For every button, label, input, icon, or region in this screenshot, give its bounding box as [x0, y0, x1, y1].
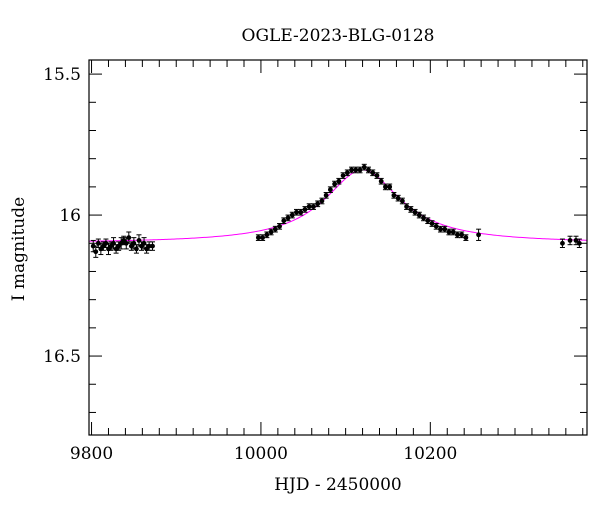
- data-point: [93, 249, 99, 255]
- x-axis-label: HJD - 2450000: [274, 475, 402, 495]
- data-point: [336, 178, 342, 184]
- data-point: [404, 204, 410, 210]
- data-point: [281, 218, 287, 224]
- data-point: [277, 223, 282, 229]
- data-point: [134, 246, 139, 252]
- y-axis-label: I magnitude: [9, 197, 29, 301]
- data-point: [387, 184, 393, 190]
- data-point: [416, 212, 422, 218]
- data-point: [476, 232, 481, 238]
- data-point: [560, 240, 565, 246]
- data-point: [438, 226, 443, 232]
- data-point: [459, 232, 465, 238]
- data-point: [442, 226, 448, 232]
- data-point: [421, 215, 426, 221]
- y-tick-label: 16.5: [43, 347, 81, 367]
- data-point: [103, 240, 109, 246]
- y-tick-label: 16: [59, 206, 81, 226]
- data-point: [294, 209, 299, 215]
- axis-ticks: [89, 60, 587, 435]
- data-point: [126, 235, 132, 241]
- model-curve: [88, 169, 588, 242]
- data-point: [399, 198, 405, 204]
- model-curve-layer: [88, 169, 588, 242]
- tick-labels: 9800 10000 10200 15.5 16 16.5: [43, 65, 457, 464]
- data-point: [450, 229, 456, 235]
- data-point: [272, 226, 278, 232]
- data-point: [146, 243, 152, 249]
- data-point: [374, 173, 380, 179]
- data-point: [567, 238, 573, 243]
- data-point: [315, 201, 321, 207]
- data-point: [408, 207, 414, 212]
- data-point: [90, 243, 96, 249]
- y-tick-label: 15.5: [43, 65, 81, 85]
- data-point: [433, 223, 439, 229]
- data-point: [255, 235, 261, 241]
- data-point: [311, 204, 316, 210]
- data-points-layer: [90, 163, 582, 258]
- data-point: [285, 215, 291, 221]
- data-point: [361, 164, 367, 170]
- data-point: [344, 170, 350, 176]
- data-point: [446, 229, 452, 235]
- data-point: [150, 243, 155, 249]
- data-point: [429, 221, 435, 226]
- data-point: [357, 167, 363, 173]
- data-point: [298, 209, 304, 215]
- data-point: [268, 229, 274, 235]
- data-point: [463, 235, 469, 241]
- data-point: [319, 198, 325, 204]
- data-point: [349, 167, 354, 173]
- x-tick-label: 9800: [70, 444, 113, 464]
- data-point: [370, 170, 376, 176]
- data-point: [323, 192, 329, 198]
- data-point: [383, 184, 388, 190]
- data-point: [353, 167, 359, 173]
- chart-title: OGLE-2023-BLG-0128: [242, 26, 435, 46]
- data-point: [289, 212, 295, 218]
- x-tick-label: 10200: [403, 444, 457, 464]
- data-point: [327, 187, 333, 193]
- data-point: [95, 240, 101, 246]
- data-point: [378, 178, 384, 184]
- data-point: [332, 181, 338, 187]
- x-tick-label: 10000: [234, 444, 288, 464]
- data-point: [260, 235, 266, 241]
- data-point: [391, 192, 397, 198]
- data-point: [425, 218, 431, 224]
- data-point: [340, 173, 346, 179]
- data-point: [412, 209, 418, 215]
- data-point: [123, 240, 129, 246]
- data-point: [395, 195, 401, 201]
- data-point: [576, 240, 582, 246]
- data-point: [366, 167, 371, 173]
- data-point: [455, 232, 460, 238]
- data-point: [306, 204, 312, 210]
- data-point: [302, 207, 308, 212]
- data-point: [264, 232, 270, 238]
- plot-frame: [88, 59, 588, 436]
